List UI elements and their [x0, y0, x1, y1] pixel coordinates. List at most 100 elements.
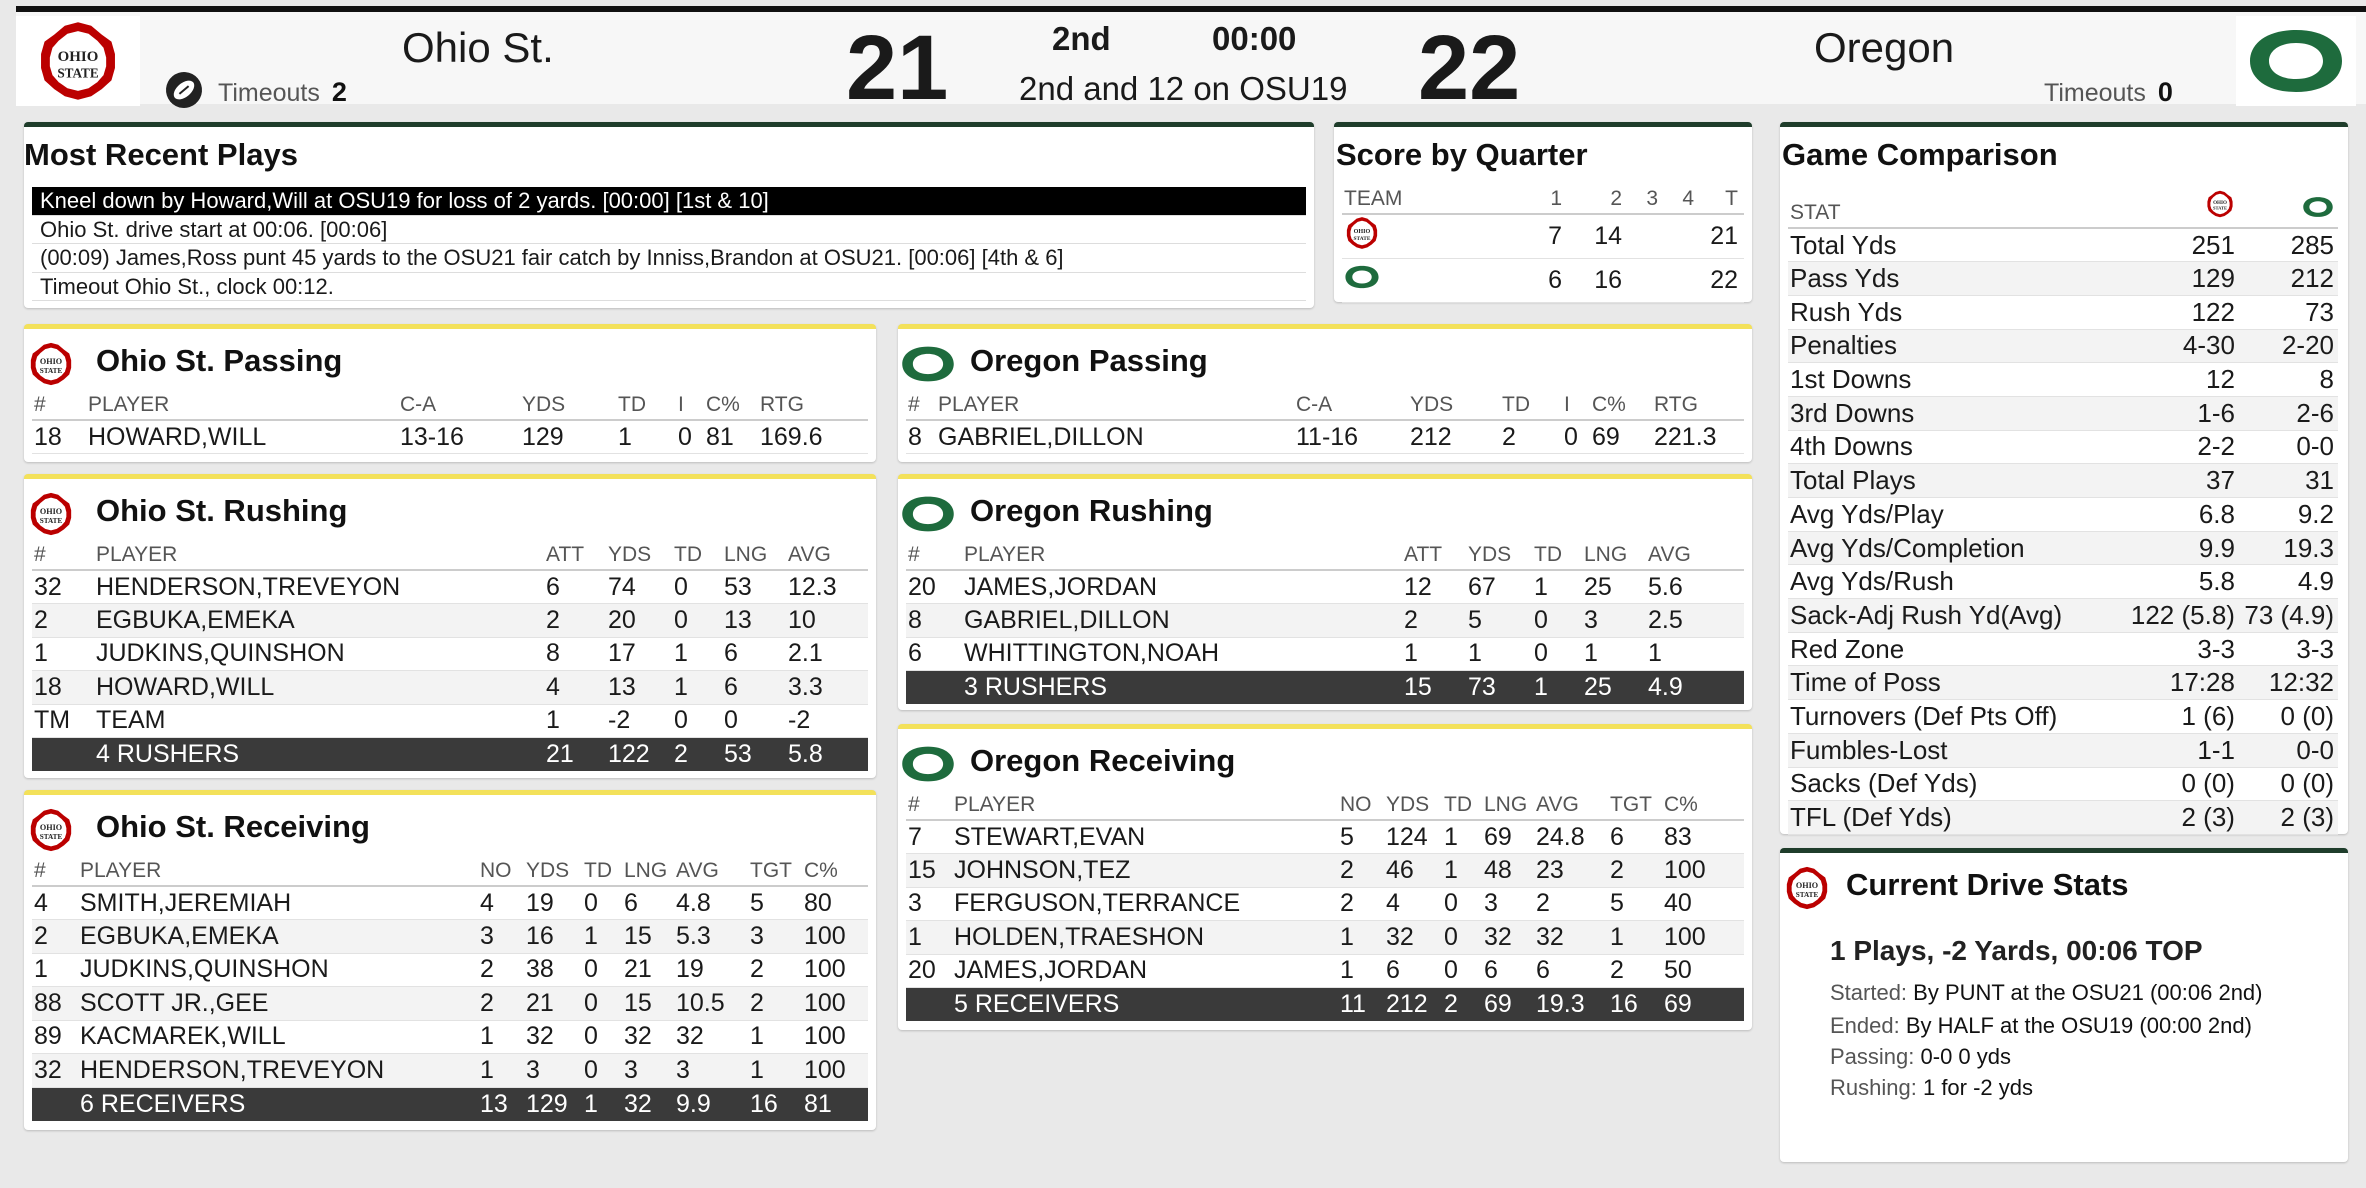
play-item[interactable]: (00:09) James,Ross punt 45 yards to the …: [32, 244, 1306, 273]
stat-cell: 169.6: [758, 420, 868, 454]
col-header: 2: [1562, 185, 1622, 215]
stat-cell: 4: [32, 886, 78, 920]
table-row[interactable]: 2 EGBUKA,EMEKA 3 16 1 15 5.3 3 100: [32, 919, 868, 954]
stat-label: Sack-Adj Rush Yd(Avg): [1788, 598, 2129, 633]
oregon-stat-value: 8: [2238, 362, 2338, 397]
col-header: RTG: [758, 391, 868, 421]
table-row[interactable]: 20 JAMES,JORDAN 1 6 0 6 6 2 50: [906, 954, 1744, 988]
col-header: LNG: [1582, 541, 1646, 571]
osu-passing-table: # PLAYER C-A YDS TD I C% RTG 18 HOWARD,WILL 13-16 1…: [32, 391, 868, 454]
quarter-score: 16: [1562, 258, 1622, 303]
stat-cell: 2: [748, 953, 802, 987]
col-header: #: [32, 857, 78, 887]
stat-cell: 6: [1534, 954, 1608, 988]
stat-label: 3rd Downs: [1788, 396, 2129, 431]
table-row[interactable]: 32 HENDERSON,TREVEYON 1 3 0 3 3 1 100: [32, 1053, 868, 1088]
stat-cell: 53: [722, 570, 786, 604]
stat-cell: -2: [786, 704, 868, 738]
table-row[interactable]: 8 GABRIEL,DILLON 11-16 212 2 0 69 221.3: [906, 420, 1744, 454]
stat-cell: 0: [676, 420, 704, 454]
col-header: TD: [672, 541, 722, 571]
table-row[interactable]: 7 STEWART,EVAN 5 124 1 69 24.8 6 83: [906, 820, 1744, 854]
play-item[interactable]: Kneel down by Howard,Will at OSU19 for l…: [32, 187, 1306, 216]
table-row[interactable]: 15 JOHNSON,TEZ 2 46 1 48 23 2 100: [906, 853, 1744, 888]
stat-label: Rush Yds: [1788, 295, 2129, 330]
stat-cell: 212: [1408, 420, 1500, 454]
player-name: JAMES,JORDAN: [962, 570, 1402, 604]
game-comparison-table: STAT Total Yds 251 285 Pass Yds 129 212 Rush Y…: [1788, 189, 2338, 835]
stat-cell: 1: [1466, 637, 1532, 671]
stat-label: Avg Yds/Play: [1788, 497, 2129, 532]
panel-title: Ohio St. Receiving: [96, 809, 370, 844]
stat-cell: 13: [722, 603, 786, 638]
col-header: TGT: [748, 857, 802, 887]
panel-title: Oregon Receiving: [970, 743, 1236, 778]
play-item[interactable]: Ohio St. drive start at 00:06. [00:06]: [32, 216, 1306, 244]
stat-cell: 32: [1482, 920, 1534, 955]
stat-cell: 4: [478, 886, 524, 920]
table-row[interactable]: 89 KACMAREK,WILL 1 32 0 32 32 1 100: [32, 1020, 868, 1054]
stat-cell: 1: [1582, 637, 1646, 671]
quarter-score: 7: [1482, 214, 1562, 259]
table-row[interactable]: 88 SCOTT JR.,GEE 2 21 0 15 10.5 2 100: [32, 986, 868, 1021]
stat-cell: 1: [582, 919, 622, 954]
stat-cell: 0: [1442, 887, 1482, 921]
player-name: HOLDEN,TRAESHON: [952, 920, 1338, 955]
stat-cell: 6: [1482, 954, 1534, 988]
stat-cell: 0: [582, 1020, 622, 1054]
osu-stat-value: 12: [2128, 362, 2239, 397]
table-row[interactable]: 18 HOWARD,WILL 13-16 129 1 0 81 169.6: [32, 420, 868, 454]
col-header: ATT: [1402, 541, 1466, 571]
play-item[interactable]: Timeout Ohio St., clock 00:12.: [32, 273, 1306, 301]
total-cell: 11: [1338, 987, 1384, 1021]
table-row[interactable]: 20 JAMES,JORDAN 12 67 1 25 5.6: [906, 570, 1744, 604]
away-team-name: Oregon: [1814, 24, 1955, 71]
osu-stat-value: 122: [2128, 295, 2239, 330]
table-row[interactable]: TM TEAM 1 -2 0 0 -2: [32, 704, 868, 738]
stat-label: Fumbles-Lost: [1788, 733, 2129, 768]
table-row[interactable]: 8 GABRIEL,DILLON 2 5 0 3 2.5: [906, 603, 1744, 638]
osu-receiving-table: # PLAYER NO YDS TD LNG AVG TGT C% 4 SMITH,JEREMIAH…: [32, 857, 868, 1121]
stat-label: Pass Yds: [1788, 261, 2129, 296]
drive-summary: 1 Plays, -2 Yards, 00:06 TOP: [1830, 935, 2203, 966]
table-row[interactable]: 1 HOLDEN,TRAESHON 1 32 0 32 32 1 100: [906, 920, 1744, 955]
oregon-stat-value: 19.3: [2238, 531, 2338, 566]
stat-cell: 74: [606, 570, 672, 604]
ohio-state-logo-icon: [1342, 214, 1482, 259]
table-row[interactable]: 3 FERGUSON,TERRANCE 2 4 0 3 2 5 40: [906, 887, 1744, 921]
stat-cell: 18: [32, 420, 86, 454]
table-row[interactable]: 1 JUDKINS,QUINSHON 2 38 0 21 19 2 100: [32, 953, 868, 987]
osu-stat-value: 9.9: [2128, 531, 2239, 566]
osu-receiving-panel: Ohio St. Receiving # PLAYER NO YDS TD LNG AVG T…: [24, 790, 876, 1130]
player-name: EGBUKA,EMEKA: [94, 603, 544, 638]
football-possession-icon: [158, 64, 210, 116]
col-header: I: [1562, 391, 1590, 421]
stat-cell: 100: [802, 986, 868, 1021]
quarter-score: [1622, 258, 1658, 303]
stat-cell: 100: [802, 1053, 868, 1088]
osu-passing-panel: Ohio St. Passing # PLAYER C-A YDS TD I C% RTG 18…: [24, 324, 876, 462]
osu-stat-value: 1-6: [2128, 396, 2239, 431]
stat-cell: 100: [802, 919, 868, 954]
table-row[interactable]: 2 EGBUKA,EMEKA 2 20 0 13 10: [32, 603, 868, 638]
stat-cell: 2: [1608, 954, 1662, 988]
stat-cell: 5: [1338, 820, 1384, 854]
table-row[interactable]: 1 JUDKINS,QUINSHON 8 17 1 6 2.1: [32, 637, 868, 671]
oregon-stat-value: 0-0: [2238, 430, 2338, 465]
stat-cell: 1: [478, 1020, 524, 1054]
total-cell: 25: [1582, 670, 1646, 704]
table-row[interactable]: 18 HOWARD,WILL 4 13 1 6 3.3: [32, 670, 868, 705]
drive-started: Started: By PUNT at the OSU21 (00:06 2nd…: [1830, 980, 2263, 1005]
table-row[interactable]: 4 SMITH,JEREMIAH 4 19 0 6 4.8 5 80: [32, 886, 868, 920]
comparison-row: Avg Yds/Play 6.8 9.2: [1788, 497, 2338, 532]
stat-cell: 46: [1384, 853, 1442, 888]
stat-cell: 2: [32, 603, 94, 638]
stat-cell: 20: [906, 570, 962, 604]
player-name: WHITTINGTON,NOAH: [962, 637, 1402, 671]
oregon-stat-value: 285: [2238, 228, 2338, 263]
col-header: YDS: [520, 391, 616, 421]
table-row[interactable]: 6 WHITTINGTON,NOAH 1 1 0 1 1: [906, 637, 1744, 671]
comparison-row: 1st Downs 12 8: [1788, 362, 2338, 397]
total-score: 21: [1694, 214, 1744, 259]
table-row[interactable]: 32 HENDERSON,TREVEYON 6 74 0 53 12.3: [32, 570, 868, 604]
